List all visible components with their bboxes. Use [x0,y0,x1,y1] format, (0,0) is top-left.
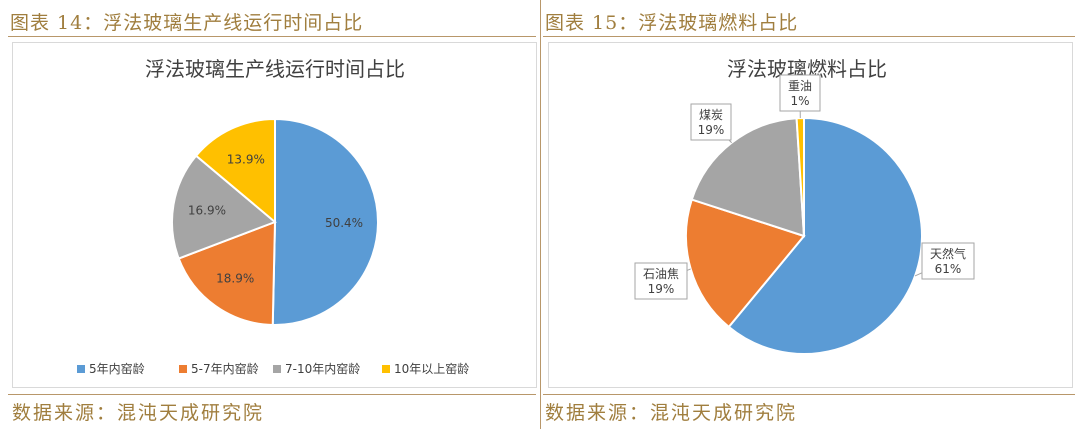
data-label: 16.9% [188,203,226,217]
header-rule-right [543,36,1075,37]
chart-title: 浮法玻璃生产线运行时间占比 [145,57,405,81]
figure-title-right: 图表 15：浮法玻璃燃料占比 [545,12,799,34]
category-label: 天然气 [930,246,966,261]
data-label: 50.4% [325,216,363,230]
callout-box [690,103,732,141]
chart-frame-right: 浮法玻璃燃料占比 天然气 61% 石油焦 19% 煤炭 19% 重油 1% [548,42,1073,388]
pie-slice [194,117,276,225]
source-left: 数据来源：混沌天成研究院 [12,402,265,424]
category-label: 重油 [788,79,812,93]
category-label: 煤炭 [699,108,723,122]
data-label: 19% [698,123,725,137]
pie-slice [171,154,277,260]
legend-swatch [179,365,187,373]
source-right: 数据来源：混沌天成研究院 [545,402,798,424]
data-label: 18.9% [216,271,254,285]
callout-box [779,74,821,112]
legend-swatch [77,365,85,373]
category-label: 石油焦 [643,267,679,281]
legend-label: 10年以上窑龄 [394,361,469,376]
header-rule-left [8,36,536,37]
pie-chart-kiln-age: 浮法玻璃生产线运行时间占比 50.4% 18.9% 16.9% 13.9% 5年内窑龄 5-… [77,57,469,376]
legend-label: 5-7年内窑龄 [191,361,259,376]
data-label: 1% [790,94,809,108]
pie-slice [271,117,379,326]
footer-rule-right [543,394,1075,395]
callout-box [921,242,975,280]
pie-slice [727,116,923,355]
footer-rule-left [8,394,536,395]
data-label: 19% [648,282,675,296]
panel-divider [540,0,541,429]
figure-title-left: 图表 14：浮法玻璃生产线运行时间占比 [10,12,364,34]
legend-label: 7-10年内窑龄 [285,361,360,376]
data-label: 61% [935,262,962,276]
legend-swatch [382,365,390,373]
pie-slice [177,220,277,326]
chart-frame-left: 浮法玻璃生产线运行时间占比 50.4% 18.9% 16.9% 13.9% 5年内窑龄 5-… [12,42,537,388]
legend-swatch [273,365,281,373]
legend-label: 5年内窑龄 [89,361,145,376]
callout-box [634,262,688,300]
data-label: 13.9% [227,152,265,166]
